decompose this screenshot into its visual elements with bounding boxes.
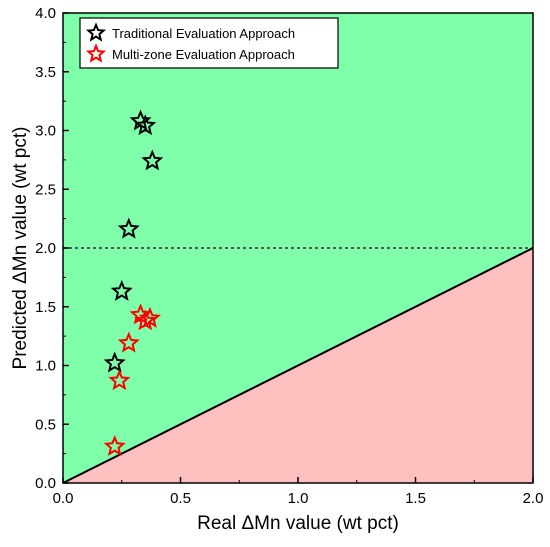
legend-box (79, 17, 339, 69)
y-tick-label: 2.5 (35, 181, 56, 198)
data-point-series2-3 (138, 306, 161, 328)
x-tick-label: 1.0 (288, 490, 309, 507)
diagonal-reference-line (62, 247, 534, 484)
data-point-series1-2 (134, 114, 157, 136)
data-point-series2-5 (108, 369, 131, 391)
x-tick-label: 2.0 (523, 490, 544, 507)
y-tick-label: 0.0 (35, 475, 56, 492)
data-point-series2-6 (103, 434, 126, 456)
y-tick-label: 3.5 (35, 64, 56, 81)
x-tick-label: 0.0 (53, 490, 74, 507)
legend: Traditional Evaluation Approach Multi-zon… (79, 17, 339, 69)
legend-label-series2: Multi-zone Evaluation Approach (112, 47, 295, 62)
legend-label-series1: Traditional Evaluation Approach (112, 26, 295, 41)
y-tick-label: 1.0 (35, 358, 56, 375)
x-tick-label: 1.5 (405, 490, 426, 507)
y-tick-label: 4.0 (35, 5, 56, 22)
y-tick-label: 1.5 (35, 299, 56, 316)
data-point-series2-4 (117, 331, 140, 353)
data-point-series1-6 (103, 351, 126, 373)
y-tick-label: 2.0 (35, 240, 56, 257)
x-axis-label: Real ΔMn value (wt pct) (197, 513, 399, 534)
legend-marker-series2 (85, 43, 107, 63)
data-point-series1-4 (117, 217, 140, 239)
y-axis-label: Predicted ΔMn value (wt pct) (10, 127, 31, 370)
y-axis-ticks: 0.0 0.5 1.0 1.5 2.0 2.5 3.0 3.5 4.0 (35, 5, 69, 492)
x-axis-ticks: 0.0 0.5 1.0 1.5 2.0 (53, 477, 544, 507)
x-tick-label: 0.5 (170, 490, 191, 507)
data-point-series1-5 (110, 279, 133, 301)
reference-lines (62, 247, 534, 484)
legend-marker-series1 (85, 22, 107, 42)
y-tick-label: 0.5 (35, 416, 56, 433)
data-points (103, 109, 164, 456)
y-tick-label: 3.0 (35, 123, 56, 140)
data-point-series1-3 (141, 149, 164, 171)
data-point-series2-1 (129, 303, 152, 325)
